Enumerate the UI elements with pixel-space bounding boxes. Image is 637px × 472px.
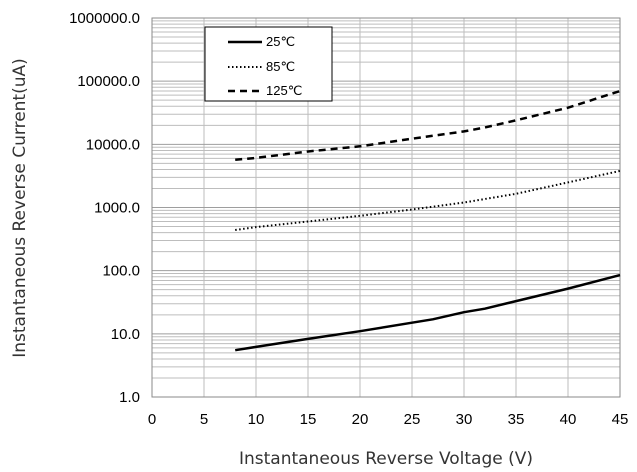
x-tick-label: 15 bbox=[300, 411, 317, 428]
x-tick-label: 0 bbox=[148, 411, 156, 428]
y-tick-label: 10.0 bbox=[111, 326, 140, 343]
legend: 25℃ 85℃ 125℃ bbox=[204, 26, 333, 102]
y-tick-label: 1000.0 bbox=[94, 200, 140, 217]
y-tick-label: 100000.0 bbox=[77, 73, 140, 90]
x-tick-label: 45 bbox=[612, 411, 629, 428]
y-tick-label: 10000.0 bbox=[86, 136, 140, 153]
x-axis-label: Instantaneous Reverse Voltage (V) bbox=[239, 449, 533, 469]
x-tick-label: 20 bbox=[352, 411, 369, 428]
x-tick-label: 30 bbox=[456, 411, 473, 428]
legend-label-125c: 125℃ bbox=[266, 83, 302, 98]
x-tick-label: 5 bbox=[200, 411, 208, 428]
y-tick-label: 100.0 bbox=[102, 263, 140, 280]
y-tick-label: 1000000.0 bbox=[69, 10, 140, 27]
y-tick-label: 1.0 bbox=[119, 389, 140, 406]
y-axis-label: Instantaneous Reverse Current(uA) bbox=[10, 58, 30, 358]
series-125c-line bbox=[235, 89, 621, 162]
x-tick-label: 40 bbox=[560, 411, 577, 428]
x-tick-label: 35 bbox=[508, 411, 525, 428]
series-layer bbox=[235, 89, 621, 352]
plot-frame bbox=[151, 17, 621, 398]
series-25c-line bbox=[235, 273, 621, 352]
x-tick-label: 10 bbox=[248, 411, 265, 428]
legend-box bbox=[204, 26, 333, 102]
legend-label-85c: 85℃ bbox=[266, 59, 295, 74]
legend-label-25c: 25℃ bbox=[266, 34, 295, 49]
x-tick-label: 25 bbox=[404, 411, 421, 428]
tick-labels: 0 5 10 15 20 25 30 35 40 45 1.0 10.0 100.0 1000.0 1000… bbox=[69, 10, 628, 428]
